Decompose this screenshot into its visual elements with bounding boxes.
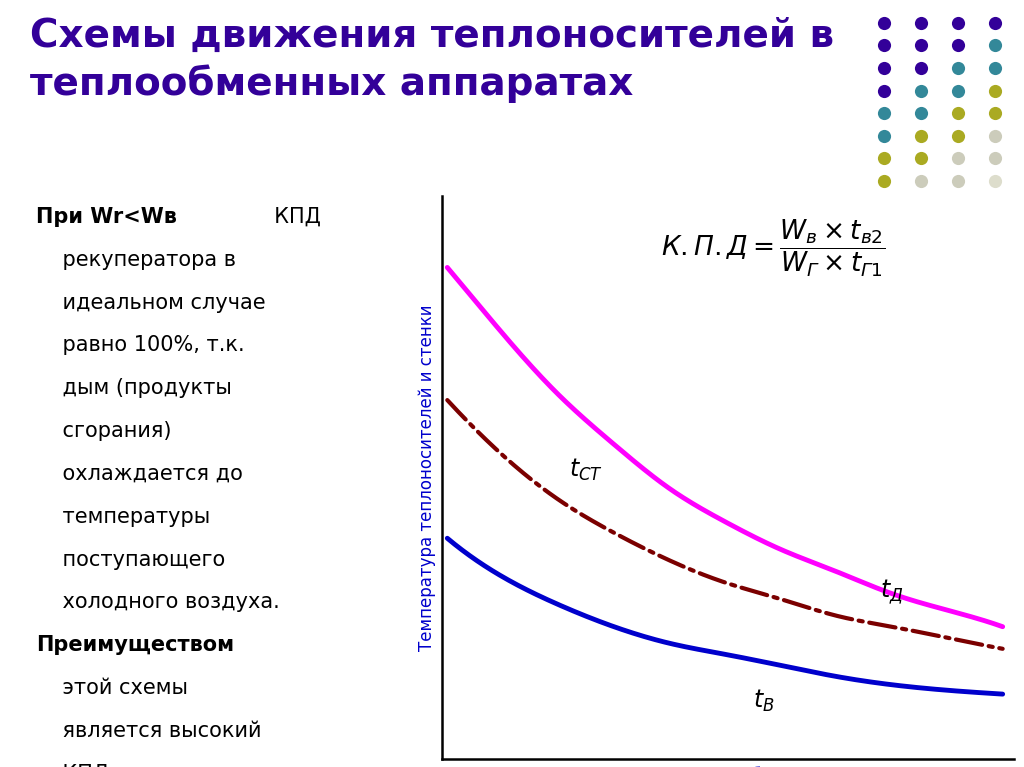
Point — [950, 107, 967, 120]
Point — [876, 152, 892, 164]
Text: КПД и низкая: КПД и низкая — [36, 764, 212, 767]
Text: $t_В$: $t_В$ — [753, 687, 774, 714]
Text: Преимуществом: Преимуществом — [36, 635, 234, 655]
Point — [912, 107, 929, 120]
Text: При Wr<Wв: При Wr<Wв — [36, 207, 177, 227]
Text: холодного воздуха.: холодного воздуха. — [36, 592, 280, 613]
Point — [950, 175, 967, 187]
Text: является высокий: является высокий — [36, 721, 261, 741]
Point — [950, 62, 967, 74]
Text: КПД: КПД — [260, 207, 321, 227]
Text: рекуператора в: рекуператора в — [36, 250, 237, 270]
Point — [987, 17, 1004, 29]
Point — [912, 152, 929, 164]
Point — [876, 175, 892, 187]
Point — [876, 107, 892, 120]
Y-axis label: Температура теплоносителей и стенки: Температура теплоносителей и стенки — [418, 304, 436, 650]
Text: этой схемы: этой схемы — [36, 678, 188, 698]
Point — [987, 130, 1004, 142]
Point — [912, 130, 929, 142]
Point — [876, 39, 892, 51]
Text: поступающего: поступающего — [36, 550, 225, 570]
Point — [876, 17, 892, 29]
Point — [950, 152, 967, 164]
Point — [987, 39, 1004, 51]
Text: $К.П.Д = \dfrac{W_в \times t_{в2}}{W_Г \times t_{Г1}}$: $К.П.Д = \dfrac{W_в \times t_{в2}}{W_Г \… — [662, 218, 886, 279]
Point — [876, 62, 892, 74]
Point — [912, 197, 929, 209]
Text: $t_Д$: $t_Д$ — [881, 577, 904, 604]
Point — [912, 39, 929, 51]
Text: идеальном случае: идеальном случае — [36, 292, 266, 312]
Point — [987, 107, 1004, 120]
Point — [987, 84, 1004, 97]
Point — [987, 62, 1004, 74]
Point — [950, 39, 967, 51]
Point — [987, 197, 1004, 209]
Point — [950, 17, 967, 29]
Point — [912, 175, 929, 187]
Text: равно 100%, т.к.: равно 100%, т.к. — [36, 335, 245, 355]
Point — [912, 84, 929, 97]
Text: дым (продукты: дым (продукты — [36, 378, 232, 398]
Point — [912, 62, 929, 74]
Text: сгорания): сгорания) — [36, 421, 172, 441]
Point — [912, 17, 929, 29]
Point — [987, 175, 1004, 187]
Point — [876, 197, 892, 209]
Text: охлаждается до: охлаждается до — [36, 464, 243, 484]
Point — [876, 130, 892, 142]
Point — [950, 130, 967, 142]
Point — [950, 84, 967, 97]
Point — [987, 152, 1004, 164]
Point — [950, 197, 967, 209]
Point — [876, 84, 892, 97]
Text: Схемы движения теплоносителей в
теплообменных аппаратах: Схемы движения теплоносителей в теплообм… — [31, 17, 835, 103]
Text: температуры: температуры — [36, 507, 210, 527]
Text: $t_{СТ}$: $t_{СТ}$ — [569, 457, 603, 483]
